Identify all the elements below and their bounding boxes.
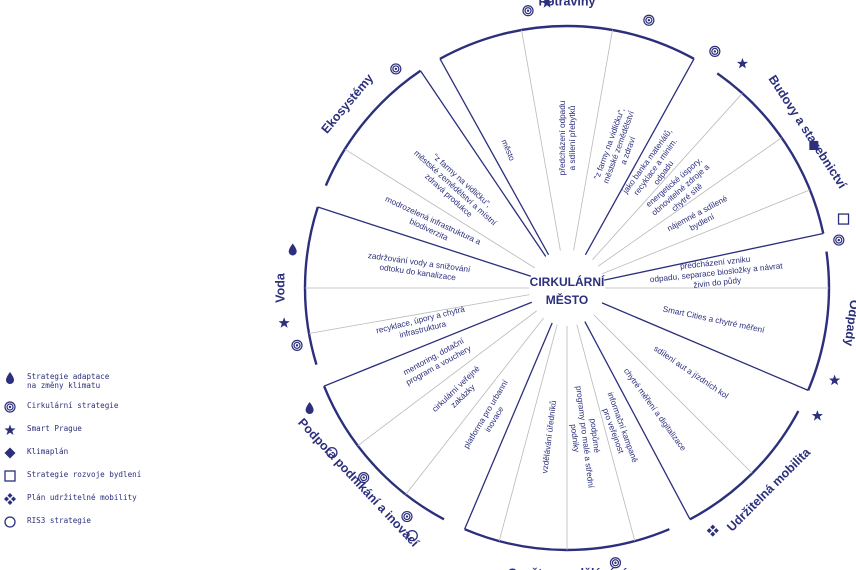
spoke-label-line: město: [499, 138, 516, 162]
legend-label: Strategie adaptace na změny klimatu: [27, 372, 110, 390]
spoke-divider: [602, 189, 811, 275]
spoke-divider: [419, 70, 547, 257]
cirkularni-strategie-icon: [4, 401, 16, 413]
spoke-divider: [405, 317, 544, 495]
category-label-osveta: Osvěta a vzdělávání: [508, 566, 627, 570]
legend-label: RIS3 strategie: [27, 516, 92, 525]
drop-icon: [6, 372, 14, 384]
cirkularni-strategie-icon: [522, 5, 534, 17]
spoke-divider: [357, 310, 537, 446]
legend-label: Klimaplán: [27, 447, 69, 456]
spoke-divider: [323, 301, 533, 387]
category-icons: [278, 0, 850, 569]
spoke-divider: [576, 324, 636, 542]
diamond-icon: [809, 141, 819, 150]
category-label-odpady: Odpady: [842, 299, 856, 347]
cirkularni-strategie-icon: [358, 471, 370, 484]
legend-item: Plán udržitelné mobility: [4, 493, 204, 505]
cirkularni-strategie-icon: [833, 234, 845, 246]
spoke-label-line: a sdílení přebytků: [567, 105, 577, 170]
square-icon: [4, 470, 16, 482]
spoke-divider: [439, 58, 550, 256]
circle-icon: [406, 529, 418, 542]
category-label-voda: Voda: [273, 272, 287, 303]
spoke-divider: [584, 321, 691, 520]
spoke-label-line: předcházení odpadu: [558, 100, 567, 175]
cirkularni-strategie-icon: [390, 63, 402, 75]
legend-label: Plán udržitelné mobility: [27, 493, 137, 502]
spoke-divider: [593, 314, 753, 474]
star-icon: [541, 0, 553, 8]
spoke-dividers: [305, 29, 829, 550]
star-icon: [278, 317, 290, 328]
spoke-divider: [584, 58, 695, 256]
category-arc: [807, 251, 831, 391]
category-arc: [716, 72, 825, 234]
category-label-mobilita: Udržitelná mobilita: [724, 445, 814, 535]
category-label-potraviny: Potraviny: [539, 0, 596, 8]
spoke-divider: [344, 148, 535, 269]
category-label-podpora: Podpora podnikání a inovací: [295, 416, 422, 550]
spoke-divider: [317, 206, 532, 277]
drop-icon: [288, 243, 297, 256]
legend-item: Smart Prague: [4, 424, 204, 436]
legend: Strategie adaptace na změny klimatu Cirk…: [4, 372, 204, 539]
legend-item: Cirkulární strategie: [4, 401, 204, 413]
circle-icon: [4, 516, 16, 528]
legend-label: Strategie rozvoje bydlení: [27, 470, 142, 479]
star-icon: [736, 57, 749, 69]
legend-item: Strategie adaptace na změny klimatu: [4, 372, 204, 390]
mobility-icon: [706, 524, 719, 537]
category-arc: [303, 206, 319, 365]
drop-icon: [305, 402, 314, 415]
spoke-divider: [464, 322, 553, 530]
circle-icon: [326, 446, 338, 459]
spoke-label: Smart Cities a chytré měření: [662, 304, 766, 335]
spoke-divider: [601, 302, 809, 391]
category-arc: [322, 385, 445, 521]
legend-item: Klimaplán: [4, 447, 204, 459]
center-line-2: MĚSTO: [546, 292, 588, 307]
center-label: CIRKULÁRNÍ MĚSTO: [530, 274, 605, 307]
legend-item: RIS3 strategie: [4, 516, 204, 528]
category-label-ekosystemy: Ekosystémy: [319, 71, 377, 136]
spoke-divider: [597, 137, 782, 267]
spoke-label: město: [499, 138, 516, 162]
spoke-divider: [604, 232, 824, 281]
center-line-1: CIRKULÁRNÍ: [530, 274, 605, 289]
cirkularni-strategie-icon: [401, 510, 413, 523]
star-icon: [811, 410, 823, 421]
spoke-divider: [308, 294, 530, 334]
star-icon: [4, 424, 16, 435]
cirkularni-strategie-icon: [291, 339, 303, 351]
spoke-label: vzdělávání úředníků: [539, 399, 558, 473]
spoke-label-line: vzdělávání úředníků: [539, 399, 558, 473]
cirkularni-strategie-icon: [709, 45, 721, 57]
star-icon: [828, 374, 841, 386]
spoke-divider: [573, 29, 613, 251]
spoke-divider: [521, 29, 561, 251]
spoke-divider: [592, 93, 743, 261]
mobility-icon: [4, 493, 16, 505]
spoke-label: předcházení odpadu a sdílení přebytků: [558, 100, 577, 175]
category-arc: [439, 24, 695, 60]
category-arc: [324, 69, 422, 187]
spoke-label-line: Smart Cities a chytré měření: [662, 304, 766, 335]
square-icon: [837, 213, 850, 225]
diamond-icon: [4, 447, 16, 459]
spoke-divider: [498, 324, 558, 542]
cirkularni-strategie-icon: [643, 14, 655, 26]
spoke-label-line: podpůrné: [588, 418, 602, 454]
legend-label: Cirkulární strategie: [27, 401, 119, 410]
legend-label: Smart Prague: [27, 424, 82, 433]
spoke-label-line: podniky: [569, 424, 581, 454]
cirkularni-strategie-icon: [609, 557, 622, 569]
legend-item: Strategie rozvoje bydlení: [4, 470, 204, 482]
